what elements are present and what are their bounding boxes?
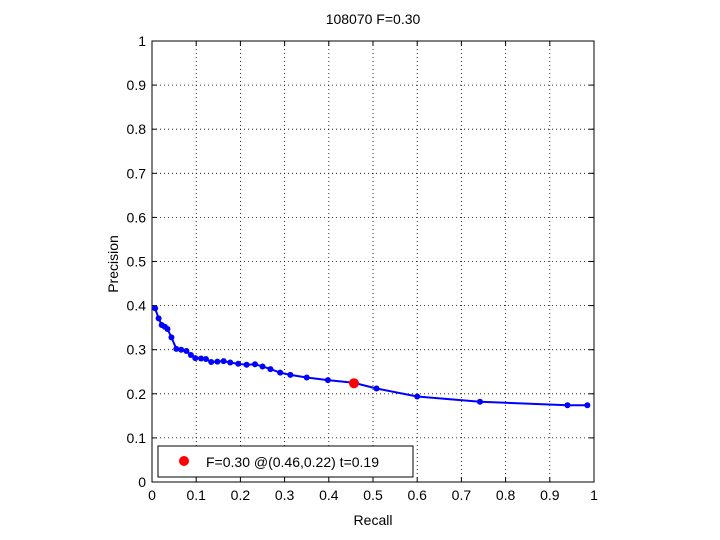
data-point <box>152 305 159 312</box>
data-point <box>192 355 199 362</box>
data-point <box>198 355 205 362</box>
y-tick-label: 1 <box>138 33 146 49</box>
data-point <box>208 359 215 366</box>
data-point <box>155 315 162 322</box>
series-line <box>154 307 588 407</box>
x-tick-label: 0.4 <box>319 487 339 503</box>
data-point <box>584 402 591 409</box>
y-axis-title: Precision <box>105 235 121 293</box>
y-tick-label: 0.3 <box>127 342 147 358</box>
x-tick-label: 0 <box>148 487 156 503</box>
x-axis-title: Recall <box>354 512 393 528</box>
data-point <box>214 358 221 365</box>
data-point <box>227 359 234 366</box>
y-tick-label: 0 <box>138 474 146 490</box>
x-tick-label: 0.1 <box>186 487 206 503</box>
data-point <box>267 366 274 373</box>
y-tick-label: 0.6 <box>127 209 147 225</box>
data-point <box>220 358 227 365</box>
data-point <box>564 402 571 409</box>
data-point <box>164 325 171 332</box>
data-point <box>476 398 483 405</box>
x-tick-label: 1 <box>590 487 598 503</box>
data-point <box>243 361 250 368</box>
data-point <box>251 361 258 368</box>
x-tick-label: 0.8 <box>496 487 516 503</box>
data-point <box>324 377 331 384</box>
legend-marker <box>179 456 189 466</box>
data-point <box>202 355 209 362</box>
legend-text: F=0.30 @(0.46,0.22) t=0.19 <box>206 454 379 470</box>
y-tick-label: 0.2 <box>127 386 147 402</box>
chart-title: 108070 F=0.30 <box>326 11 421 27</box>
legend: F=0.30 @(0.46,0.22) t=0.19 <box>157 445 414 478</box>
highlight-point <box>348 378 359 389</box>
data-point <box>168 334 175 341</box>
y-tick-label: 0.5 <box>127 254 147 270</box>
y-tick-label: 0.9 <box>127 77 147 93</box>
axis-ticks: 0 0.1 0.2 0.3 0.4 0.5 0.6 0.7 0.8 0.9 1 0 0.1 0.2 0.3 0… <box>127 33 599 503</box>
data-point <box>303 374 310 381</box>
data-point <box>173 345 180 352</box>
x-tick-label: 0.2 <box>231 487 251 503</box>
x-tick-label: 0.5 <box>363 487 383 503</box>
data-point <box>373 385 380 392</box>
series-layer <box>152 305 591 409</box>
data-point <box>287 371 294 378</box>
x-tick-label: 0.9 <box>540 487 560 503</box>
data-point <box>235 360 242 367</box>
legend-box <box>157 445 414 478</box>
data-point <box>187 351 194 358</box>
data-point <box>183 348 190 355</box>
data-point <box>178 346 185 353</box>
y-tick-label: 0.8 <box>127 121 147 137</box>
x-tick-label: 0.3 <box>275 487 295 503</box>
y-tick-label: 0.1 <box>127 430 147 446</box>
x-tick-label: 0.6 <box>407 487 427 503</box>
y-tick-label: 0.4 <box>127 298 147 314</box>
data-point <box>259 363 266 370</box>
x-tick-label: 0.7 <box>452 487 472 503</box>
y-tick-label: 0.7 <box>127 165 147 181</box>
data-point <box>277 369 284 376</box>
grid <box>152 41 594 482</box>
data-point <box>414 393 421 400</box>
